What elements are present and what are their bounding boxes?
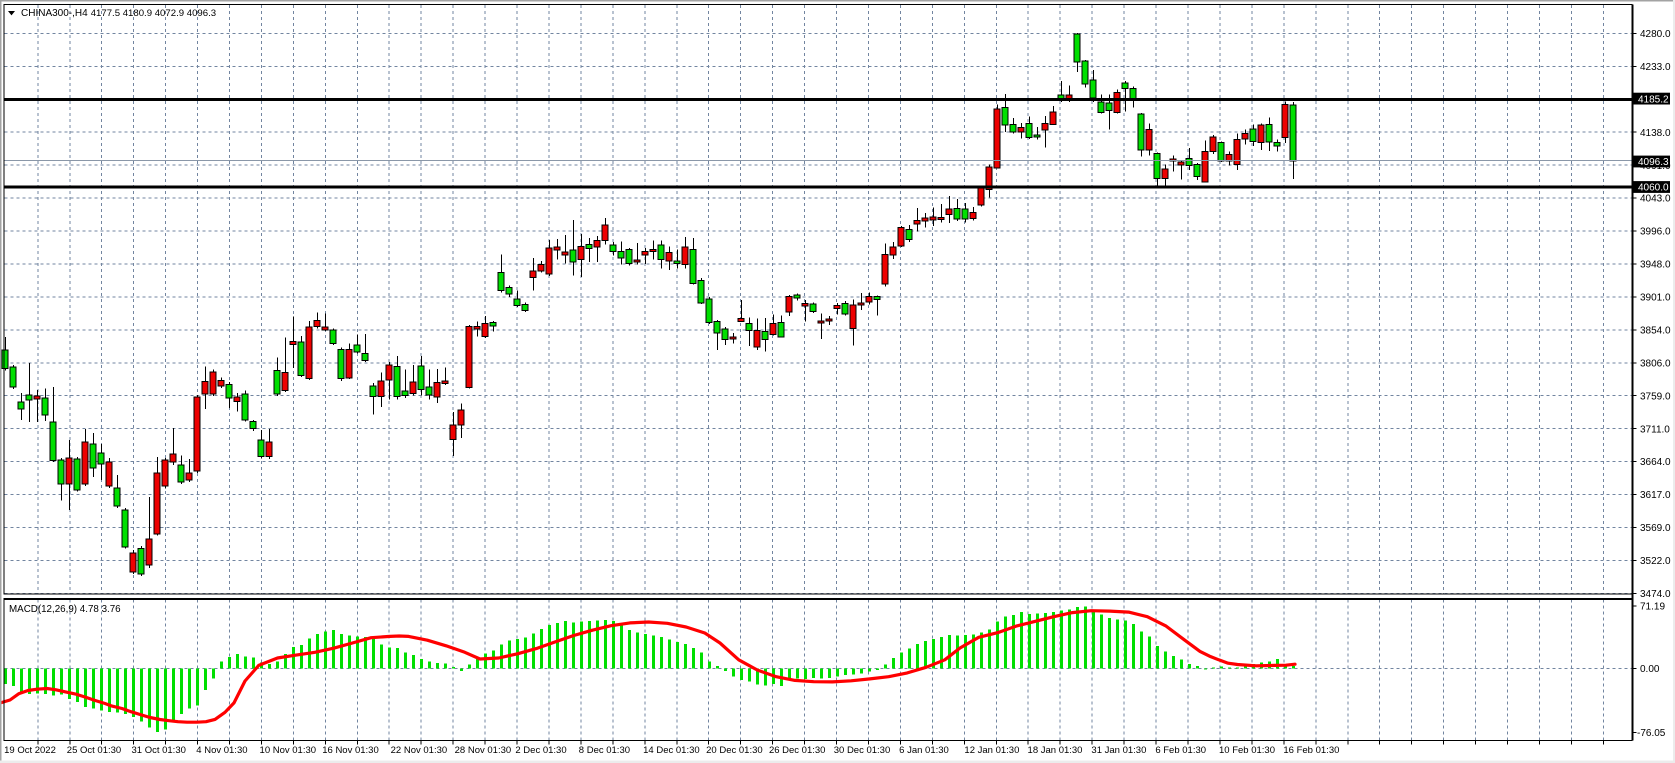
svg-text:20 Dec 01:30: 20 Dec 01:30 (706, 745, 763, 756)
svg-text:6 Feb 01:30: 6 Feb 01:30 (1155, 745, 1206, 756)
svg-text:0.00: 0.00 (1640, 664, 1660, 675)
svg-text:16 Feb 01:30: 16 Feb 01:30 (1283, 745, 1339, 756)
svg-text:25 Oct 01:30: 25 Oct 01:30 (67, 745, 121, 756)
svg-text:4138.0: 4138.0 (1640, 128, 1671, 139)
svg-text:4096.3: 4096.3 (1638, 157, 1669, 168)
svg-text:10 Feb 01:30: 10 Feb 01:30 (1219, 745, 1275, 756)
svg-text:30 Dec 01:30: 30 Dec 01:30 (834, 745, 891, 756)
svg-text:4185.2: 4185.2 (1638, 94, 1669, 105)
svg-text:6 Jan 01:30: 6 Jan 01:30 (899, 745, 949, 756)
svg-text:MACD(12,26,9) 4.78 3.76: MACD(12,26,9) 4.78 3.76 (9, 604, 121, 615)
svg-text:3854.0: 3854.0 (1640, 326, 1671, 337)
svg-text:3617.0: 3617.0 (1640, 490, 1671, 501)
svg-text:16 Nov 01:30: 16 Nov 01:30 (322, 745, 379, 756)
svg-text:3948.0: 3948.0 (1640, 260, 1671, 271)
svg-text:26 Dec 01:30: 26 Dec 01:30 (769, 745, 826, 756)
svg-text:3711.0: 3711.0 (1640, 424, 1670, 435)
svg-text:3664.0: 3664.0 (1640, 457, 1671, 468)
svg-text:12 Jan 01:30: 12 Jan 01:30 (964, 745, 1019, 756)
svg-text:4280.0: 4280.0 (1640, 29, 1671, 40)
svg-text:3759.0: 3759.0 (1640, 391, 1671, 402)
svg-text:4043.0: 4043.0 (1640, 194, 1671, 205)
svg-text:31 Jan 01:30: 31 Jan 01:30 (1091, 745, 1146, 756)
svg-text:28 Nov 01:30: 28 Nov 01:30 (455, 745, 512, 756)
svg-text:-76.05: -76.05 (1637, 728, 1666, 739)
svg-text:31 Oct 01:30: 31 Oct 01:30 (131, 745, 185, 756)
svg-text:2 Dec 01:30: 2 Dec 01:30 (515, 745, 566, 756)
svg-text:3474.0: 3474.0 (1640, 589, 1671, 600)
svg-text:3522.0: 3522.0 (1640, 556, 1671, 567)
svg-text:14 Dec 01:30: 14 Dec 01:30 (643, 745, 700, 756)
svg-text:18 Jan 01:30: 18 Jan 01:30 (1028, 745, 1083, 756)
svg-text:22 Nov 01:30: 22 Nov 01:30 (391, 745, 448, 756)
svg-text:4233.0: 4233.0 (1640, 62, 1671, 73)
svg-text:10 Nov 01:30: 10 Nov 01:30 (260, 745, 317, 756)
svg-text:3806.0: 3806.0 (1640, 358, 1671, 369)
svg-text:3569.0: 3569.0 (1640, 523, 1671, 534)
svg-text:71.19: 71.19 (1640, 602, 1665, 613)
svg-text:8 Dec 01:30: 8 Dec 01:30 (579, 745, 630, 756)
svg-text:4 Nov 01:30: 4 Nov 01:30 (196, 745, 247, 756)
svg-text:3901.0: 3901.0 (1640, 293, 1671, 304)
svg-text:3996.0: 3996.0 (1640, 227, 1671, 238)
svg-text:4060.0: 4060.0 (1638, 183, 1669, 194)
svg-text:19 Oct 2022: 19 Oct 2022 (4, 745, 56, 756)
